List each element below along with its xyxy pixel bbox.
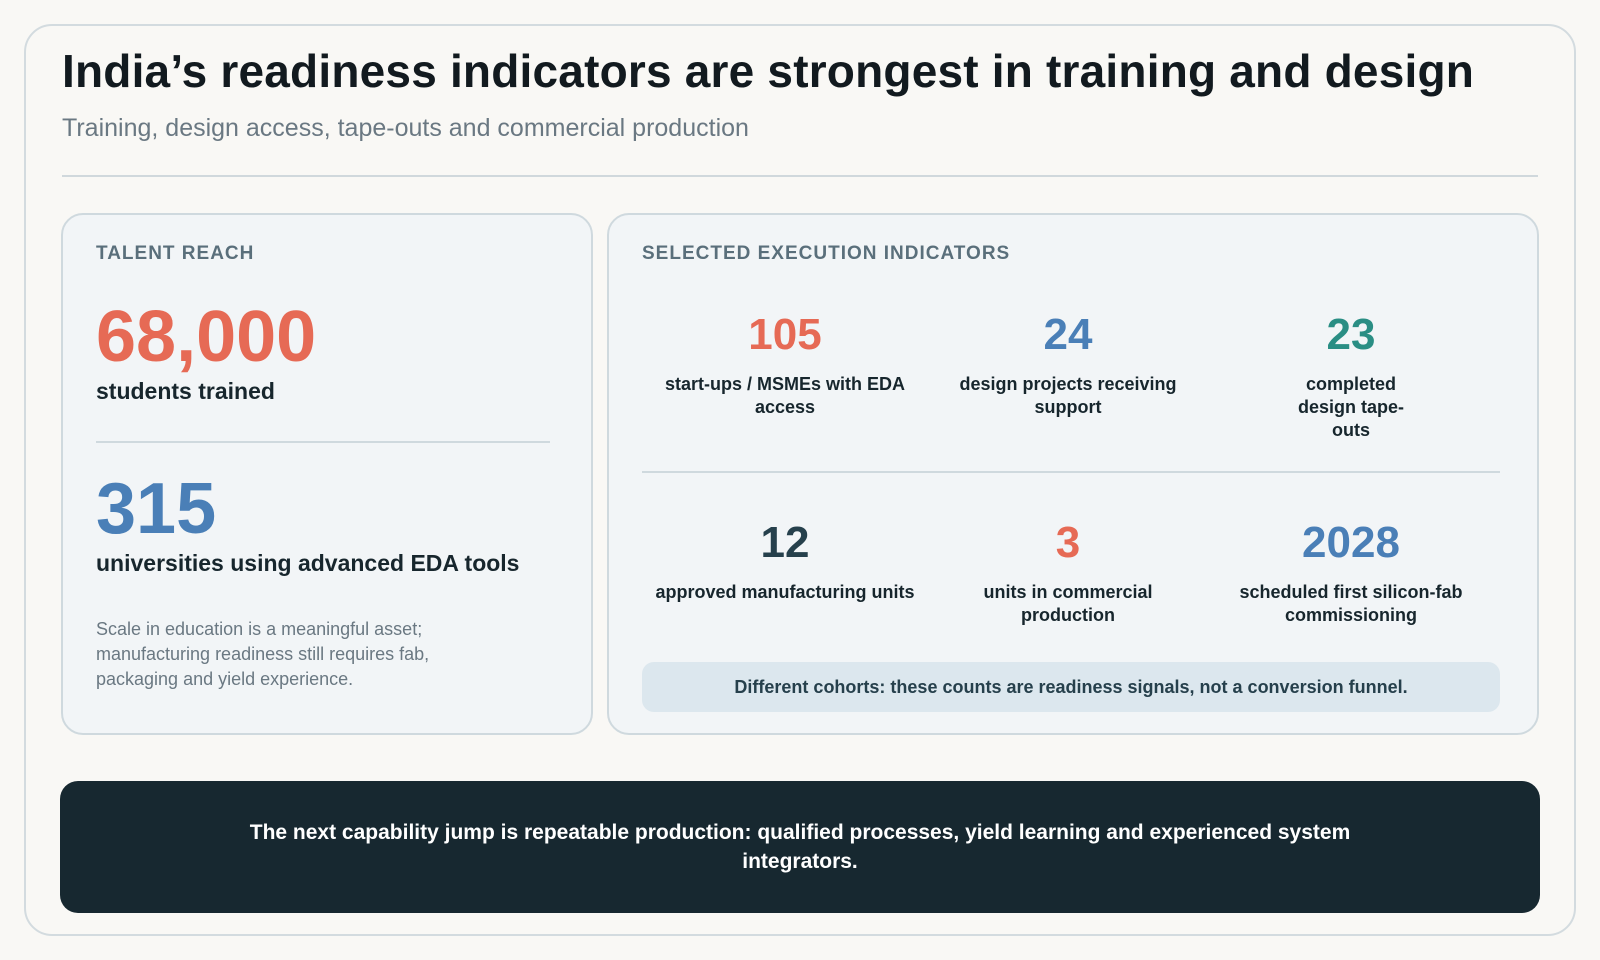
kpi-value: 23 xyxy=(1326,310,1376,359)
kpi-tape-outs: 23 completed design tape-outs xyxy=(1221,313,1481,442)
kpi-value: 105 xyxy=(748,310,822,359)
universities-value: 315 xyxy=(96,469,217,549)
kpi-label: start-ups / MSMEs with EDA access xyxy=(664,374,906,417)
students-trained-value: 68,000 xyxy=(96,297,317,377)
kpi-label: units in commercial production xyxy=(983,582,1153,625)
page-subtitle: Training, design access, tape-outs and c… xyxy=(62,114,749,142)
kpi-label: approved manufacturing units xyxy=(655,582,915,602)
execution-indicators-panel: SELECTED EXECUTION INDICATORS 105 start-… xyxy=(607,213,1539,735)
talent-note: Scale in education is a meaningful asset… xyxy=(96,619,430,689)
talent-reach-panel: TALENT REACH 68,000 students trained 315… xyxy=(61,213,593,735)
kpi-commercial-production: 3 units in commercial production xyxy=(938,521,1198,627)
kpi-value: 3 xyxy=(1055,518,1081,567)
kpi-label: scheduled first silicon-fab commissionin… xyxy=(1239,582,1463,625)
talent-divider xyxy=(96,441,550,443)
universities-label: universities using advanced EDA tools xyxy=(96,550,520,576)
kpi-value: 12 xyxy=(760,518,810,567)
kpi-value: 2028 xyxy=(1302,518,1400,567)
execution-indicators-heading: SELECTED EXECUTION INDICATORS xyxy=(642,243,1011,264)
kpi-startups: 105 start-ups / MSMEs with EDA access xyxy=(655,313,915,419)
kpi-manufacturing-units: 12 approved manufacturing units xyxy=(655,521,915,604)
takeaway-banner: The next capability jump is repeatable p… xyxy=(60,781,1540,913)
cohort-caveat: Different cohorts: these counts are read… xyxy=(642,662,1500,712)
takeaway-text: The next capability jump is repeatable p… xyxy=(249,821,1351,873)
students-trained-label: students trained xyxy=(96,378,275,404)
kpi-design-projects: 24 design projects receiving support xyxy=(938,313,1198,419)
kpi-label: design projects receiving support xyxy=(959,374,1177,417)
execution-divider xyxy=(642,471,1500,473)
page-title: India’s readiness indicators are stronge… xyxy=(62,45,1475,97)
header-divider xyxy=(62,175,1538,177)
kpi-value: 24 xyxy=(1043,310,1093,359)
talent-reach-heading: TALENT REACH xyxy=(96,243,255,264)
kpi-fab-commissioning: 2028 scheduled first silicon-fab commiss… xyxy=(1221,521,1481,627)
kpi-label: completed design tape-outs xyxy=(1297,374,1404,440)
